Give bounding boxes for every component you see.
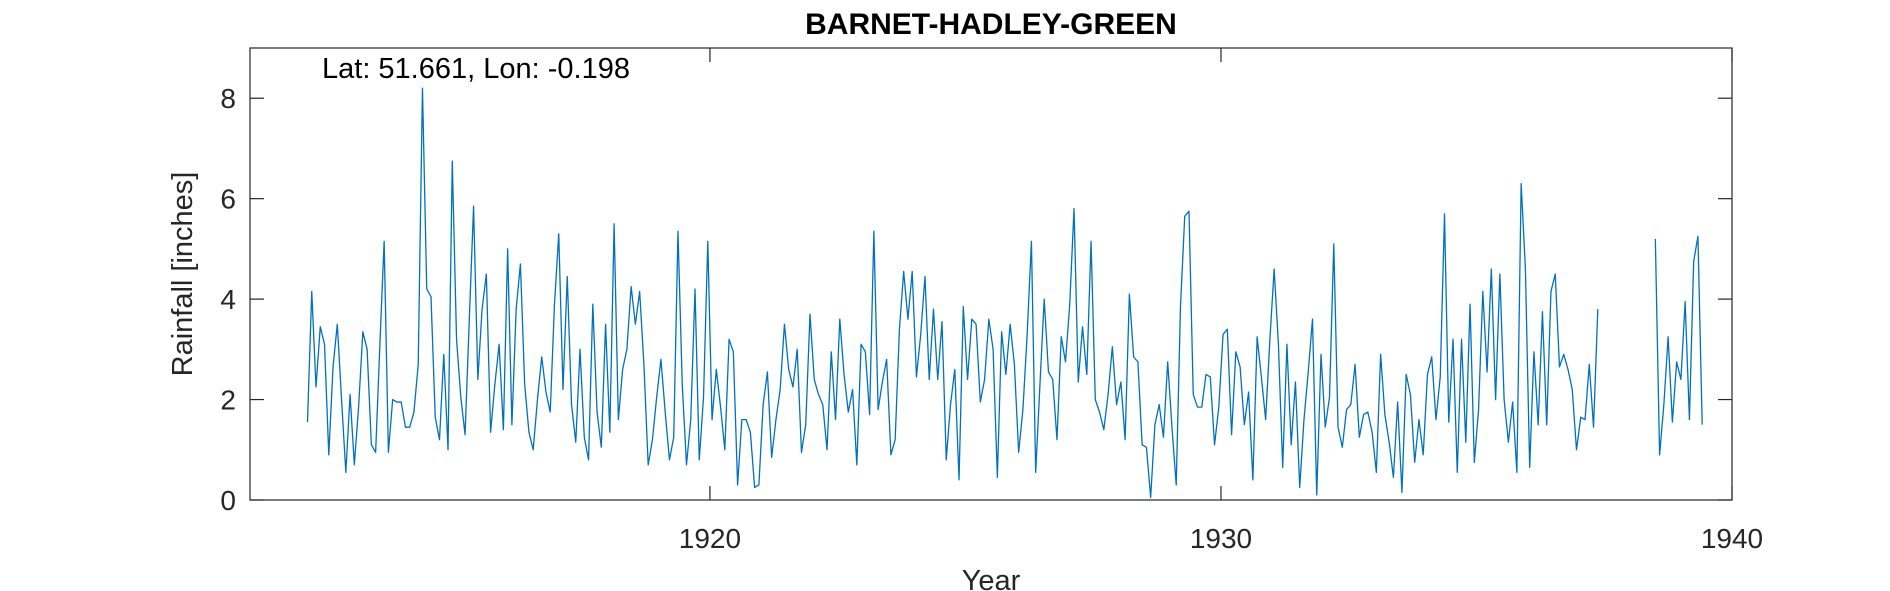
x-axis-label: Year bbox=[962, 565, 1021, 591]
y-tick-label: 0 bbox=[220, 485, 236, 516]
x-tick-label: 1940 bbox=[1701, 523, 1763, 554]
rainfall-series-line bbox=[306, 87, 1703, 499]
y-tick-label: 8 bbox=[220, 83, 236, 114]
axis-ticks bbox=[250, 48, 1733, 501]
tick-labels: 1920 1930 1940 0 2 4 6 8 bbox=[220, 83, 1763, 554]
x-tick-label: 1930 bbox=[1190, 523, 1252, 554]
y-tick-label: 6 bbox=[220, 184, 236, 215]
chart-title: BARNET-HADLEY-GREEN bbox=[805, 8, 1177, 41]
y-axis-label: Rainfall [inches] bbox=[167, 172, 199, 377]
plot-area bbox=[249, 47, 1733, 501]
y-tick-label: 4 bbox=[220, 284, 236, 315]
y-tick-label: 2 bbox=[220, 385, 236, 416]
x-tick-label: 1920 bbox=[679, 523, 741, 554]
location-annotation: Lat: 51.661, Lon: -0.198 bbox=[322, 53, 630, 85]
